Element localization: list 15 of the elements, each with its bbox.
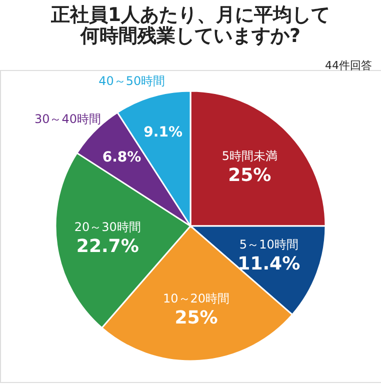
slice-label: 5～10時間	[239, 237, 298, 252]
slice-label: 20～30時間	[74, 220, 141, 234]
slice-label: 10～20時間	[163, 292, 230, 306]
slice-label: 40～50時間	[98, 74, 166, 88]
data-label: 6.8%	[102, 149, 142, 166]
text: 何時間残業していますか?	[80, 25, 301, 47]
slice-label: 30～40時間	[34, 112, 101, 126]
data-label: 11.4%	[238, 253, 300, 274]
data-label: 25%	[228, 164, 272, 186]
data-label: 9.1%	[144, 124, 183, 141]
data-label: 25%	[174, 308, 218, 328]
text: 正社員1人あたり、月に平均して	[50, 4, 330, 26]
data-label: 22.7%	[76, 236, 139, 257]
text: 44件回答	[325, 59, 372, 72]
slice-label: 5時間未満	[222, 148, 278, 163]
